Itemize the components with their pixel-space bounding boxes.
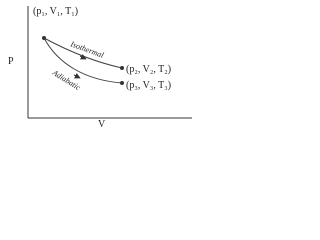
adiabatic-end-label: (p₃, V₃, T₃) (126, 80, 171, 91)
isothermal-arrow (79, 53, 87, 60)
isothermal-end-label: (p₂, V₂, T₂) (126, 64, 171, 75)
y-axis-label: P (8, 56, 14, 67)
adiabatic-end-point (120, 81, 124, 85)
start-label: (p₁, V₁, T₁) (33, 6, 78, 17)
adiabatic-arrow (73, 72, 81, 79)
x-axis-label: V (98, 119, 106, 129)
isothermal-label: Isothermal (68, 39, 105, 60)
pv-diagram: P V (p₁, V₁, T₁) (p₂, V₂, T₂) (p₃, V₃, T… (8, 6, 192, 129)
isothermal-end-point (120, 66, 124, 70)
start-point (42, 36, 46, 40)
adiabatic-curve (43, 37, 123, 84)
